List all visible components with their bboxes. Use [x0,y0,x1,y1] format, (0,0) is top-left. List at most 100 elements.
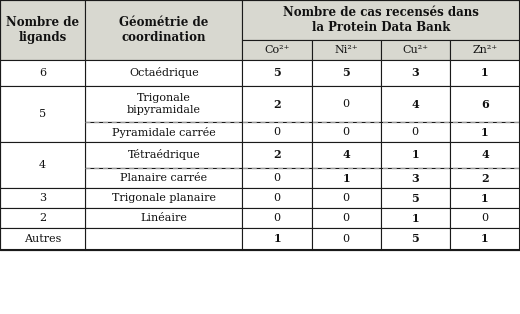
Bar [0,0,520,250]
Text: 0: 0 [343,127,350,137]
Text: 3: 3 [411,172,419,183]
Text: 0: 0 [274,173,281,183]
Bar [381,208,450,228]
Text: 5: 5 [342,68,350,78]
Bar [0,188,85,208]
Text: 2: 2 [481,172,489,183]
Text: 5: 5 [411,234,419,245]
Text: Nombre de
ligands: Nombre de ligands [6,16,79,44]
Bar [0,60,85,86]
Text: 1: 1 [411,149,419,160]
Bar [450,86,520,122]
Text: 0: 0 [482,213,488,223]
Bar [0,0,85,60]
Text: Cu²⁺: Cu²⁺ [402,45,428,55]
Bar [311,168,381,188]
Text: 0: 0 [343,99,350,109]
Text: 0: 0 [274,193,281,203]
Bar [242,228,311,250]
Bar [311,208,381,228]
Bar [0,142,85,188]
Text: 0: 0 [412,127,419,137]
Bar [0,208,85,228]
Bar [381,228,450,250]
Bar [311,228,381,250]
Text: 2: 2 [273,149,281,160]
Text: 4: 4 [342,149,350,160]
Bar [450,122,520,142]
Text: 4: 4 [481,149,489,160]
Bar [311,60,381,86]
Text: 5: 5 [411,192,419,203]
Text: 0: 0 [343,234,350,244]
Bar [381,40,450,60]
Text: Planaire carrée: Planaire carrée [120,173,207,183]
Bar [242,168,311,188]
Bar [242,40,311,60]
Text: 3: 3 [411,68,419,78]
Bar [242,188,311,208]
Text: 1: 1 [342,172,350,183]
Text: Tétraédrique: Tétraédrique [127,149,200,160]
Bar [242,86,311,122]
Bar [311,122,381,142]
Text: 1: 1 [481,127,489,138]
Text: 0: 0 [274,127,281,137]
Bar [450,228,520,250]
Bar [242,142,311,168]
Text: 4: 4 [411,99,419,110]
Bar [381,60,450,86]
Bar [450,168,520,188]
Text: 3: 3 [39,193,46,203]
Bar [381,142,450,168]
Bar [381,122,450,142]
Text: 2: 2 [39,213,46,223]
Bar [450,208,520,228]
Text: Octaédrique: Octaédrique [129,68,199,78]
Bar [450,188,520,208]
Bar [242,122,311,142]
Text: Trigonale planaire: Trigonale planaire [112,193,216,203]
Text: 1: 1 [411,213,419,224]
Bar [311,142,381,168]
Text: Ni²⁺: Ni²⁺ [334,45,358,55]
Bar [450,60,520,86]
Text: 6: 6 [39,68,46,78]
Bar [85,60,242,86]
Bar [85,208,242,228]
Bar [85,188,242,208]
Text: 0: 0 [343,193,350,203]
Text: 1: 1 [273,234,281,245]
Bar [311,188,381,208]
Bar [381,168,450,188]
Text: Géométrie de
coordination: Géométrie de coordination [119,16,209,44]
Bar [85,168,242,188]
Text: Trigonale
bipyramidale: Trigonale bipyramidale [127,93,201,115]
Text: 5: 5 [39,109,46,119]
Text: 0: 0 [343,213,350,223]
Bar [85,142,242,168]
Bar [311,40,381,60]
Bar [242,60,311,86]
Text: Nombre de cas recensés dans
la Protein Data Bank: Nombre de cas recensés dans la Protein D… [283,6,479,34]
Text: Pyramidale carrée: Pyramidale carrée [112,127,216,138]
Bar [85,0,242,60]
Bar [450,40,520,60]
Bar [311,86,381,122]
Bar [242,0,520,40]
Bar [242,208,311,228]
Text: 5: 5 [273,68,281,78]
Bar [381,188,450,208]
Bar [381,86,450,122]
Text: 6: 6 [481,99,489,110]
Text: Zn²⁺: Zn²⁺ [472,45,498,55]
Text: Co²⁺: Co²⁺ [264,45,290,55]
Text: Autres: Autres [24,234,61,244]
Text: Linéaire: Linéaire [140,213,187,223]
Text: 4: 4 [39,160,46,170]
Bar [85,228,242,250]
Bar [85,122,242,142]
Bar [0,228,85,250]
Text: 1: 1 [481,68,489,78]
Bar [85,86,242,122]
